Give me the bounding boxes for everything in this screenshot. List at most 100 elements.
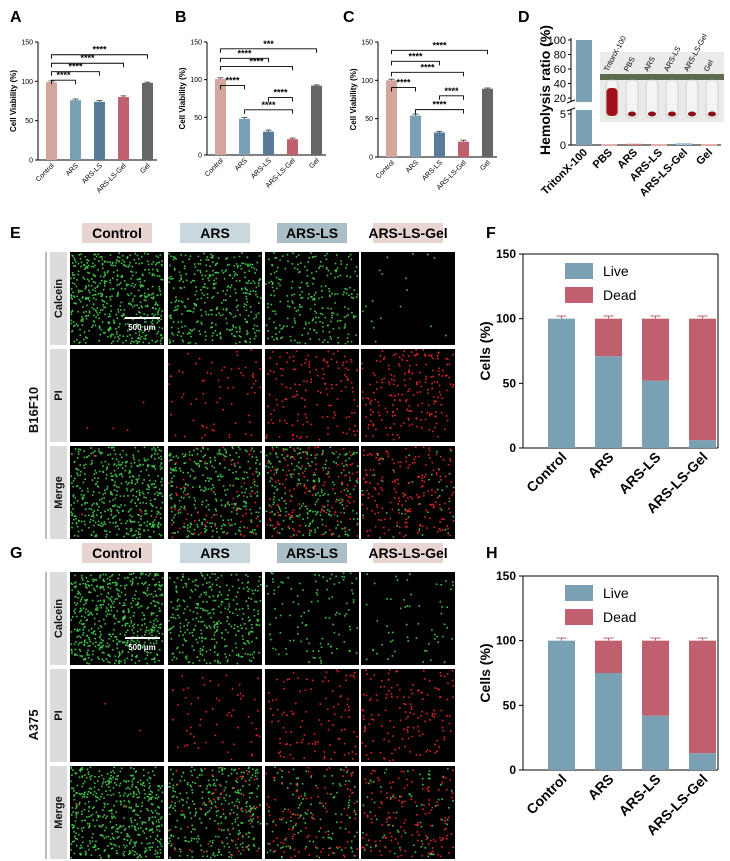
live-cell	[338, 633, 340, 636]
live-cell	[445, 580, 447, 582]
live-cell	[200, 572, 202, 574]
dead-cell	[406, 728, 408, 731]
live-cell	[188, 310, 191, 312]
live-cell	[111, 815, 113, 818]
dead-cell	[348, 450, 351, 453]
live-cell	[70, 475, 72, 478]
dead-cell	[383, 356, 386, 359]
live-cell	[205, 488, 207, 491]
x-tick-label: ARS	[65, 162, 80, 177]
live-cell	[134, 284, 137, 286]
live-cell	[71, 652, 73, 654]
live-cell	[155, 486, 157, 488]
live-cell	[147, 606, 149, 609]
dead-cell	[349, 464, 352, 466]
live-cell	[220, 499, 223, 502]
dead-cell	[431, 387, 433, 390]
live-cell	[115, 474, 117, 477]
dead-cell	[424, 353, 426, 356]
dead-cell	[240, 520, 242, 523]
dead-cell	[344, 386, 347, 388]
dead-cell	[449, 383, 452, 385]
live-cell	[246, 640, 249, 642]
live-cell	[101, 308, 104, 311]
live-cell	[214, 493, 217, 496]
live-cell	[103, 276, 105, 278]
dead-cell	[425, 378, 427, 380]
live-cell	[133, 810, 136, 812]
live-cell	[324, 492, 326, 495]
dead-cell	[321, 533, 323, 536]
significance-label: ****	[273, 88, 288, 98]
live-cell	[139, 277, 141, 280]
live-cell	[243, 623, 246, 625]
live-cell	[346, 453, 348, 455]
dead-cell	[405, 717, 408, 720]
live-cell	[110, 492, 113, 494]
dead-cell	[445, 389, 448, 392]
dead-cell	[397, 503, 400, 505]
live-cell	[132, 615, 135, 617]
dead-cell	[304, 689, 307, 692]
live-cell	[258, 580, 260, 582]
live-cell	[295, 515, 298, 517]
channel-label-bg	[50, 446, 67, 539]
live-cell	[306, 451, 308, 454]
live-cell	[154, 590, 157, 592]
live-cell	[289, 516, 292, 518]
live-cell	[95, 316, 97, 318]
significance-bracket	[51, 54, 148, 59]
live-cell	[137, 478, 140, 480]
dead-cell	[390, 374, 392, 376]
live-cell	[138, 641, 140, 643]
live-cell	[276, 468, 279, 470]
live-cell	[227, 285, 229, 287]
live-cell	[317, 498, 319, 501]
live-cell	[110, 635, 112, 638]
live-cell	[90, 447, 92, 449]
live-cell	[160, 480, 162, 483]
dead-cell	[351, 463, 354, 465]
live-cell	[233, 256, 236, 259]
dead-cell	[193, 735, 195, 738]
live-cell	[118, 660, 120, 662]
live-cell	[311, 510, 314, 513]
dead-cell	[286, 352, 289, 354]
live-cell	[202, 601, 205, 603]
live-cell	[291, 263, 294, 265]
live-cell	[155, 308, 157, 310]
dead-cell	[372, 468, 375, 471]
live-cell	[155, 825, 158, 828]
live-cell	[219, 463, 221, 465]
live-cell	[105, 595, 108, 598]
live-cell	[348, 457, 351, 460]
live-cell	[224, 607, 227, 610]
live-cell	[125, 283, 128, 285]
live-cell	[196, 298, 199, 301]
dead-cell	[313, 471, 316, 474]
dead-cell	[405, 400, 407, 402]
live-cell	[92, 578, 94, 581]
live-cell	[103, 601, 105, 603]
live-cell	[105, 836, 108, 838]
live-cell	[101, 258, 104, 261]
live-cell	[145, 320, 147, 323]
live-cell	[199, 595, 201, 598]
live-cell	[116, 333, 118, 335]
live-cell	[352, 518, 355, 520]
live-cell	[92, 519, 95, 522]
live-cell	[258, 302, 260, 304]
live-cell	[251, 640, 253, 643]
live-cell	[260, 451, 262, 453]
bar	[676, 143, 692, 145]
dead-cell	[334, 713, 336, 716]
live-cell	[231, 333, 233, 335]
live-cell	[172, 652, 174, 655]
live-cell	[103, 618, 105, 621]
live-cell	[229, 611, 231, 613]
live-cell	[269, 623, 271, 626]
live-cell	[86, 304, 88, 307]
live-cell	[285, 502, 287, 505]
live-cell	[79, 334, 82, 336]
live-cell	[153, 642, 155, 645]
